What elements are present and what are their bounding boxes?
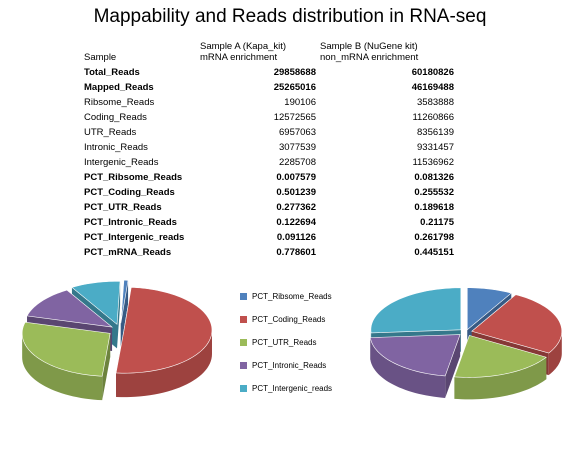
table-row: Coding_Reads 12572565 11260866 (84, 110, 454, 125)
pie-slice-pct-intergenic-reads (71, 281, 121, 325)
legend-label: PCT_Intergenic_reads (252, 384, 333, 393)
value-sample-b: 0.21175 (420, 217, 454, 228)
reads-table: Sample Sample A (Kapa_kit) mRNA enrichme… (84, 41, 454, 260)
pie-slice-pct-coding-reads (115, 287, 213, 374)
header-sample-a-method: mRNA enrichment (200, 52, 278, 63)
table-row: Ribsome_Reads 190106 3583888 (84, 95, 454, 110)
row-label: PCT_Ribsome_Reads (84, 172, 183, 183)
value-sample-a: 190106 (284, 97, 316, 108)
pie-slice-pct-ribsome-reads (120, 279, 129, 324)
pie-slice-rim (370, 337, 446, 398)
value-sample-b: 60180826 (411, 67, 454, 78)
header-sample-b-name: Sample B (NuGene kit) (320, 41, 418, 52)
legend-label: PCT_UTR_Reads (252, 338, 317, 347)
legend-swatch (240, 293, 247, 301)
value-sample-b: 11260866 (412, 112, 454, 123)
row-label: Mapped_Reads (84, 82, 154, 93)
pie-slice-rim (22, 333, 103, 401)
table-header-row: Sample Sample A (Kapa_kit) mRNA enrichme… (84, 41, 454, 65)
value-sample-a: 0.091126 (276, 232, 316, 243)
chart-title: Mappability and Reads distribution in RN… (93, 6, 487, 27)
legend-item: PCT_Intergenic_reads (240, 383, 332, 395)
pie-slice-wall (117, 281, 121, 349)
value-sample-b: 11536962 (412, 157, 454, 168)
value-sample-b: 0.445151 (414, 247, 454, 258)
pie-slice-pct-utr-reads (21, 321, 111, 377)
pie-slice-rim (454, 357, 547, 400)
pie-slice-wall (120, 280, 129, 348)
value-sample-b: 0.081326 (414, 172, 454, 183)
pie-slice-pct-coding-reads (471, 294, 563, 354)
legend-swatch (240, 339, 247, 347)
row-label: PCT_Coding_Reads (84, 187, 175, 198)
value-sample-a: 6957063 (279, 127, 316, 138)
value-sample-a: 0.122694 (276, 217, 316, 228)
value-sample-a: 2285708 (279, 157, 316, 168)
pie-slice-pct-intronic-reads (369, 334, 461, 377)
row-label: Intergenic_Reads (84, 157, 159, 168)
legend-item: PCT_Intronic_Reads (240, 360, 326, 372)
value-sample-a: 25265016 (273, 82, 316, 93)
value-sample-b: 8356139 (417, 127, 454, 138)
pie-slice-rim (116, 330, 212, 398)
pie-slice-pct-ribsome-reads (466, 287, 512, 331)
table-row: Mapped_Reads 25265016 46169488 (84, 80, 454, 95)
table-row: UTR_Reads 6957063 8356139 (84, 125, 454, 140)
header-sample-b: Sample B (NuGene kit) non_mRNA enrichmen… (316, 41, 454, 65)
value-sample-b: 0.255532 (414, 187, 454, 198)
legend-swatch (240, 316, 247, 324)
pie-chart-sample-a (21, 279, 213, 401)
row-label: UTR_Reads (84, 127, 137, 138)
value-sample-a: 0.007579 (276, 172, 316, 183)
value-sample-b: 9331457 (417, 142, 454, 153)
legend-label: PCT_Intronic_Reads (252, 361, 327, 370)
row-label: Ribsome_Reads (84, 97, 155, 108)
value-sample-a: 12572565 (273, 112, 316, 123)
header-sample-a-name: Sample A (Kapa_kit) (200, 41, 287, 52)
legend-label: PCT_Ribsome_Reads (252, 292, 332, 301)
value-sample-b: 0.261798 (414, 232, 454, 243)
legend-item: PCT_UTR_Reads (240, 337, 316, 349)
value-sample-a: 3077539 (279, 142, 316, 153)
row-label: PCT_UTR_Reads (84, 202, 162, 213)
value-sample-a: 29858688 (273, 67, 316, 78)
header-sample-a: Sample A (Kapa_kit) mRNA enrichment (200, 41, 316, 65)
table-row: PCT_Coding_Reads 0.501239 0.255532 (84, 185, 454, 200)
table-row: PCT_UTR_Reads 0.277362 0.189618 (84, 200, 454, 215)
value-sample-a: 0.501239 (276, 187, 316, 198)
pie-chart-sample-b (369, 287, 563, 400)
row-label: PCT_mRNA_Reads (84, 247, 172, 258)
pie-slice-rim (548, 331, 562, 376)
value-sample-b: 46169488 (411, 82, 454, 93)
legend-label: PCT_Coding_Reads (252, 315, 326, 324)
table-row: Total_Reads 29858688 60180826 (84, 65, 454, 80)
table-row: Intronic_Reads 3077539 9331457 (84, 140, 454, 155)
pie-slice-pct-intronic-reads (26, 289, 114, 328)
table-row: PCT_mRNA_Reads 0.778601 0.445151 (84, 245, 454, 260)
row-label: PCT_Intronic_Reads (84, 217, 177, 228)
value-sample-b: 3583888 (417, 97, 454, 108)
header-sample: Sample (84, 52, 117, 63)
value-sample-b: 0.189618 (414, 202, 454, 213)
table-row: Intergenic_Reads 2285708 11536962 (84, 155, 454, 170)
row-label: Total_Reads (84, 67, 140, 78)
row-label: PCT_Intergenic_reads (84, 232, 185, 243)
table-row: PCT_Intronic_Reads 0.122694 0.21175 (84, 215, 454, 230)
pie-slice-pct-intergenic-reads (370, 287, 462, 334)
legend-item: PCT_Ribsome_Reads (240, 291, 332, 303)
row-label: Coding_Reads (84, 112, 147, 123)
legend-item: PCT_Coding_Reads (240, 314, 325, 326)
value-sample-a: 0.277362 (276, 202, 316, 213)
legend-swatch (240, 385, 247, 393)
table-row: PCT_Ribsome_Reads 0.007579 0.081326 (84, 170, 454, 185)
table-row: PCT_Intergenic_reads 0.091126 0.261798 (84, 230, 454, 245)
value-sample-a: 0.778601 (276, 247, 316, 258)
row-label: Intronic_Reads (84, 142, 148, 153)
pie-slice-pct-utr-reads (454, 335, 547, 378)
header-sample-b-method: non_mRNA enrichment (320, 52, 419, 63)
legend-swatch (240, 362, 247, 370)
